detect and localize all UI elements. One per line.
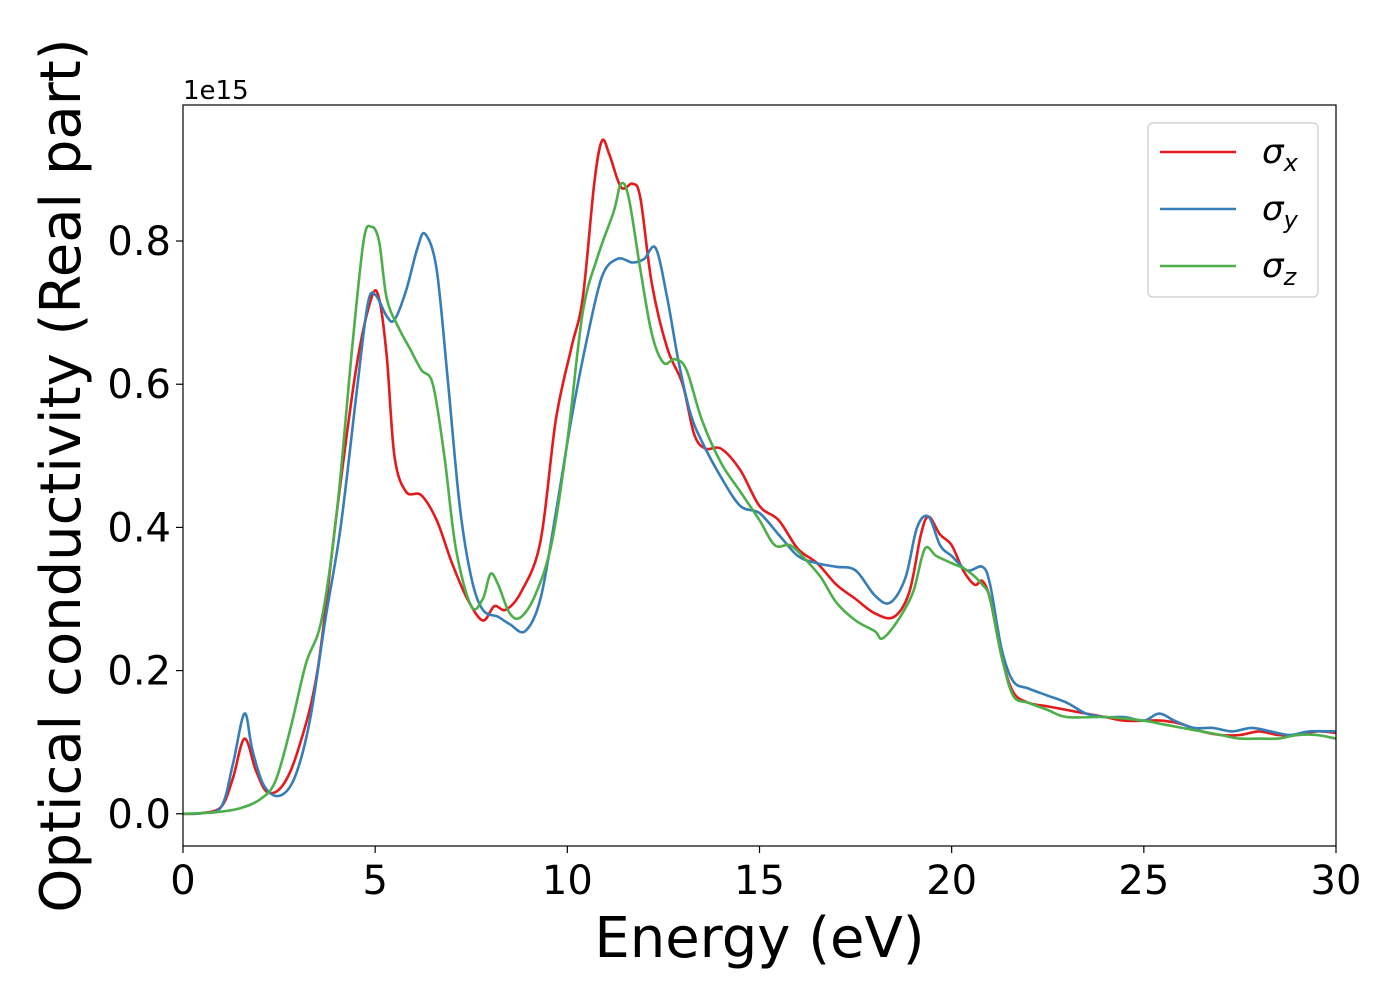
x-tick-label: 15 — [734, 858, 785, 904]
legend-label-x: σx — [1262, 132, 1299, 177]
series-layer — [182, 138, 1337, 816]
x-tick-label: 5 — [362, 858, 387, 904]
x-tick-label: 25 — [1118, 858, 1169, 904]
series-line-y — [182, 231, 1337, 816]
x-tick-label: 30 — [1311, 858, 1362, 904]
x-axis-ticks: 0 5 10 15 20 25 30 — [170, 846, 1361, 904]
y-tick-label: 0.6 — [107, 362, 171, 408]
y-offset-label: 1e15 — [183, 76, 249, 106]
x-tick-label: 20 — [926, 858, 977, 904]
y-tick-label: 0.2 — [107, 649, 171, 695]
legend-label-z: σz — [1262, 246, 1298, 291]
x-tick-label: 10 — [542, 858, 593, 904]
y-axis-title: Optical conductivity (Real part) — [29, 38, 94, 912]
legend-label-y: σy — [1262, 189, 1299, 234]
y-tick-label: 0.8 — [107, 219, 171, 265]
y-tick-label: 0.0 — [107, 792, 171, 838]
legend: σx σy σz — [1147, 122, 1319, 298]
y-axis-ticks: 0.0 0.2 0.4 0.6 0.8 — [107, 219, 183, 838]
y-tick-label: 0.4 — [107, 505, 171, 551]
x-axis-title: Energy (eV) — [594, 906, 924, 971]
x-tick-label: 0 — [170, 858, 195, 904]
series-line-z — [182, 181, 1337, 816]
